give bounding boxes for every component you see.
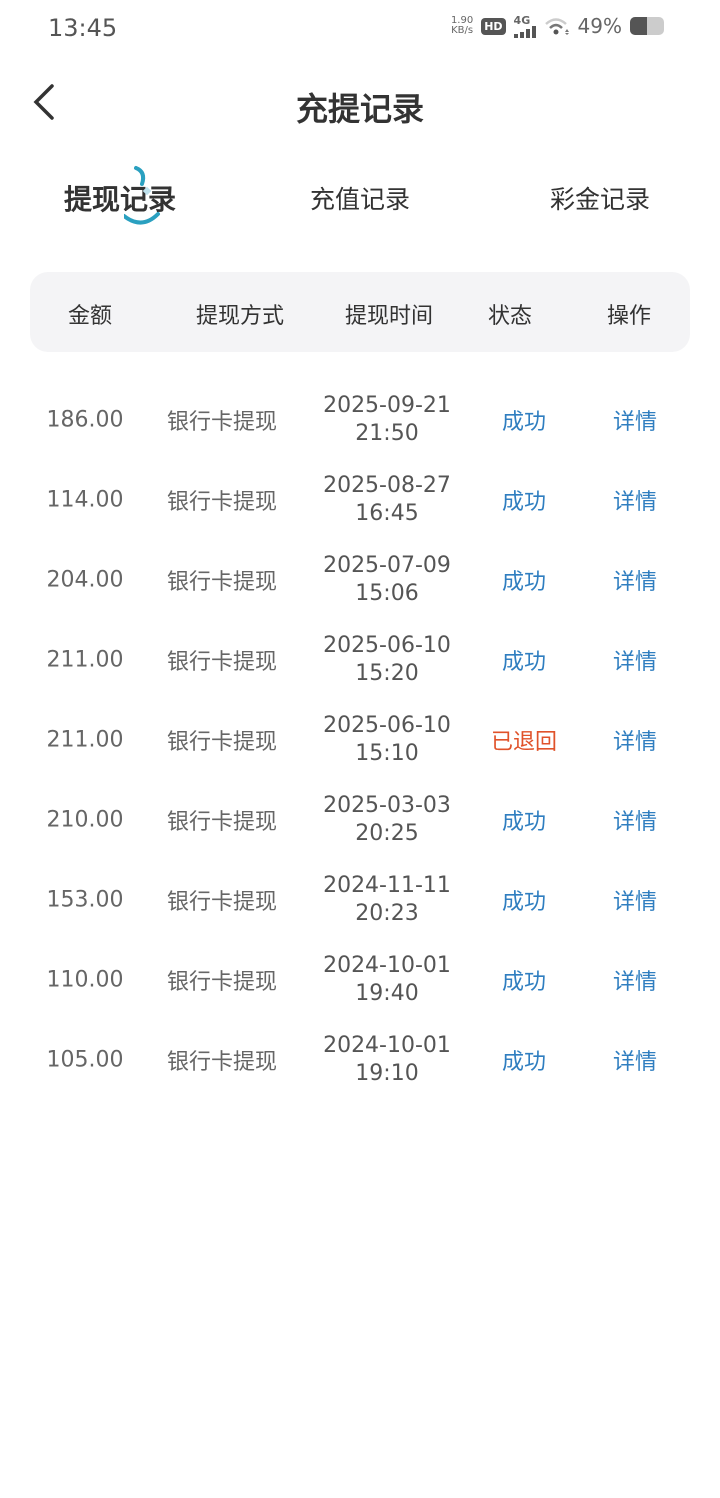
time: 16:45 — [355, 501, 419, 526]
status-badge: 成功 — [501, 810, 547, 835]
hd-icon: HD — [481, 17, 506, 35]
method: 银行卡提现 — [166, 970, 278, 995]
status-badge: 成功 — [501, 970, 547, 995]
datetime: 2025-07-09 15:06 — [323, 552, 451, 608]
nav-bar: 充提记录 — [0, 70, 720, 140]
time: 19:10 — [355, 1061, 419, 1086]
table-row: 211.00 银行卡提现 2025-06-10 15:20 成功 详情 — [0, 620, 720, 700]
tab-bonus-records[interactable]: 彩金记录 — [549, 185, 651, 214]
details-link[interactable]: 详情 — [612, 970, 658, 995]
table-row: 110.00 银行卡提现 2024-10-01 19:40 成功 详情 — [0, 940, 720, 1020]
amount: 105.00 — [46, 1047, 124, 1073]
time: 15:20 — [355, 661, 419, 686]
chevron-left-icon — [33, 84, 54, 120]
method: 银行卡提现 — [166, 490, 278, 515]
amount: 114.00 — [46, 487, 124, 513]
time: 15:10 — [355, 741, 419, 766]
details-link[interactable]: 详情 — [612, 1050, 658, 1075]
datetime: 2025-06-10 15:10 — [323, 712, 451, 768]
tab-bar: 提现记录 充值记录 彩金记录 — [0, 166, 720, 230]
date: 2025-06-10 — [323, 633, 451, 658]
time: 15:06 — [355, 581, 419, 606]
details-link[interactable]: 详情 — [612, 810, 658, 835]
date: 2025-08-27 — [323, 473, 451, 498]
amount: 110.00 — [46, 967, 124, 993]
status-badge: 成功 — [501, 490, 547, 515]
amount: 211.00 — [46, 727, 124, 753]
table-row: 211.00 银行卡提现 2025-06-10 15:10 已退回 详情 — [0, 700, 720, 780]
method: 银行卡提现 — [166, 730, 278, 755]
date: 2024-11-11 — [323, 873, 451, 898]
date: 2025-03-03 — [323, 793, 451, 818]
tab-deposit-records[interactable]: 充值记录 — [309, 185, 411, 214]
amount: 211.00 — [46, 647, 124, 673]
table-row: 114.00 银行卡提现 2025-08-27 16:45 成功 详情 — [0, 460, 720, 540]
date: 2024-10-01 — [323, 1033, 451, 1058]
wifi-icon — [544, 18, 569, 35]
method: 银行卡提现 — [166, 890, 278, 915]
active-tab-indicator-icon — [123, 166, 160, 225]
amount: 153.00 — [46, 887, 124, 913]
method: 银行卡提现 — [166, 810, 278, 835]
date: 2024-10-01 — [323, 953, 451, 978]
datetime: 2025-08-27 16:45 — [323, 472, 451, 528]
header-method: 提现方式 — [195, 304, 285, 329]
datetime: 2025-03-03 20:25 — [323, 792, 451, 848]
time: 20:25 — [355, 821, 419, 846]
time: 19:40 — [355, 981, 419, 1006]
clock: 13:45 — [48, 14, 118, 42]
time: 20:23 — [355, 901, 419, 926]
table-row: 204.00 银行卡提现 2025-07-09 15:06 成功 详情 — [0, 540, 720, 620]
table-row: 210.00 银行卡提现 2025-03-03 20:25 成功 详情 — [0, 780, 720, 860]
table-row: 186.00 银行卡提现 2025-09-21 21:50 成功 详情 — [0, 380, 720, 460]
details-link[interactable]: 详情 — [612, 490, 658, 515]
details-link[interactable]: 详情 — [612, 570, 658, 595]
details-link[interactable]: 详情 — [612, 730, 658, 755]
status-badge: 已退回 — [490, 730, 558, 755]
amount: 210.00 — [46, 807, 124, 833]
details-link[interactable]: 详情 — [612, 890, 658, 915]
signal-icon: 4G — [513, 15, 536, 38]
status-bar: 13:45 1.90 KB/s HD 4G 49% — [0, 0, 720, 56]
network-speed: 1.90 KB/s — [450, 15, 474, 36]
status-badge: 成功 — [501, 410, 547, 435]
details-link[interactable]: 详情 — [612, 650, 658, 675]
header-status: 状态 — [487, 304, 533, 329]
tab-withdraw-records[interactable]: 提现记录 — [64, 166, 176, 225]
datetime: 2025-09-21 21:50 — [323, 392, 451, 448]
date: 2025-09-21 — [323, 393, 451, 418]
page-title: 充提记录 — [295, 90, 424, 128]
battery-percent: 49% — [577, 14, 622, 38]
header-action: 操作 — [606, 304, 652, 329]
amount: 186.00 — [46, 407, 124, 433]
method: 银行卡提现 — [166, 1050, 278, 1075]
status-badge: 成功 — [501, 890, 547, 915]
datetime: 2024-10-01 19:10 — [323, 1032, 451, 1088]
datetime: 2025-06-10 15:20 — [323, 632, 451, 688]
datetime: 2024-11-11 20:23 — [323, 872, 451, 928]
details-link[interactable]: 详情 — [612, 410, 658, 435]
status-badge: 成功 — [501, 650, 547, 675]
header-time: 提现时间 — [344, 304, 434, 329]
table-header: 金额 提现方式 提现时间 状态 操作 — [30, 272, 690, 352]
method: 银行卡提现 — [166, 570, 278, 595]
datetime: 2024-10-01 19:40 — [323, 952, 451, 1008]
method: 银行卡提现 — [166, 410, 278, 435]
date: 2025-07-09 — [323, 553, 451, 578]
back-button[interactable] — [30, 82, 58, 132]
status-badge: 成功 — [501, 1050, 547, 1075]
header-amount: 金额 — [67, 304, 113, 329]
amount: 204.00 — [46, 567, 124, 593]
table-row: 153.00 银行卡提现 2024-11-11 20:23 成功 详情 — [0, 860, 720, 940]
method: 银行卡提现 — [166, 650, 278, 675]
table-row: 105.00 银行卡提现 2024-10-01 19:10 成功 详情 — [0, 1020, 720, 1100]
battery-icon — [630, 17, 664, 35]
status-badge: 成功 — [501, 570, 547, 595]
time: 21:50 — [355, 421, 419, 446]
date: 2025-06-10 — [323, 713, 451, 738]
